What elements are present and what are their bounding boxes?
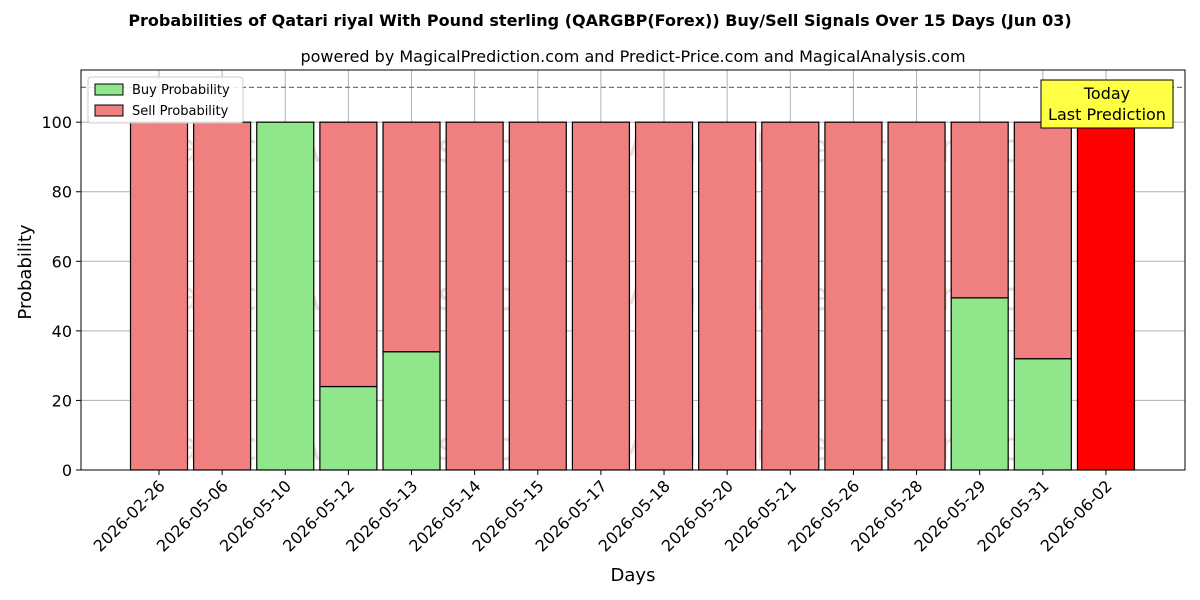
bar-sell (824, 121, 883, 471)
bar-sell (571, 121, 631, 471)
legend-box (87, 76, 244, 124)
legend-swatch (94, 104, 124, 117)
x-ticks: 2026-02-262026-05-062026-05-102026-05-12… (90, 470, 1116, 556)
bar-sell (508, 121, 567, 471)
chart-subtitle: powered by MagicalPrediction.com and Pre… (300, 47, 965, 66)
bar-buy (1013, 358, 1072, 471)
annotation-box (1040, 79, 1174, 129)
axes-frame (80, 69, 1186, 471)
bar-buy (950, 297, 1009, 471)
bar-sell (129, 121, 189, 471)
y-tick-label: 40 (52, 322, 72, 341)
y-axis-label: Probability (15, 224, 36, 319)
bar-buy (256, 121, 315, 471)
annotation-line: Last Prediction (1048, 105, 1166, 124)
bar-sell (887, 121, 946, 471)
axes (80, 69, 1186, 471)
bar-buy (319, 385, 378, 471)
legend-label: Sell Probability (132, 104, 229, 119)
bar-sell (193, 121, 252, 471)
bar-sell (1013, 121, 1072, 360)
today-annotation: Today Last Prediction (1040, 79, 1174, 129)
bar-sell (319, 121, 378, 388)
y-tick-label: 80 (52, 183, 72, 202)
bar-sell (698, 121, 757, 471)
bar-sell (445, 121, 504, 471)
bar-sell (761, 121, 820, 471)
y-ticks: 0 20 40 60 80 100 (41, 113, 81, 480)
chart-title: Probabilities of Qatari riyal With Pound… (128, 11, 1071, 30)
bar-sell (634, 121, 694, 471)
y-tick-label: 60 (52, 252, 72, 271)
bar-sell (950, 121, 1009, 299)
legend-swatch (94, 83, 124, 96)
bar-buy (382, 351, 441, 471)
annotation-line: Today (1083, 84, 1130, 103)
legend: Buy Probability Sell Probability (87, 76, 244, 124)
legend-label: Buy Probability (132, 83, 230, 98)
bar-sell (382, 121, 441, 353)
bars (129, 121, 1136, 471)
y-tick-label: 100 (41, 113, 72, 132)
y-tick-label: 20 (52, 391, 72, 410)
bar-sell (1076, 121, 1136, 471)
y-tick-label: 0 (62, 461, 72, 480)
x-axis-label: Days (611, 565, 656, 586)
